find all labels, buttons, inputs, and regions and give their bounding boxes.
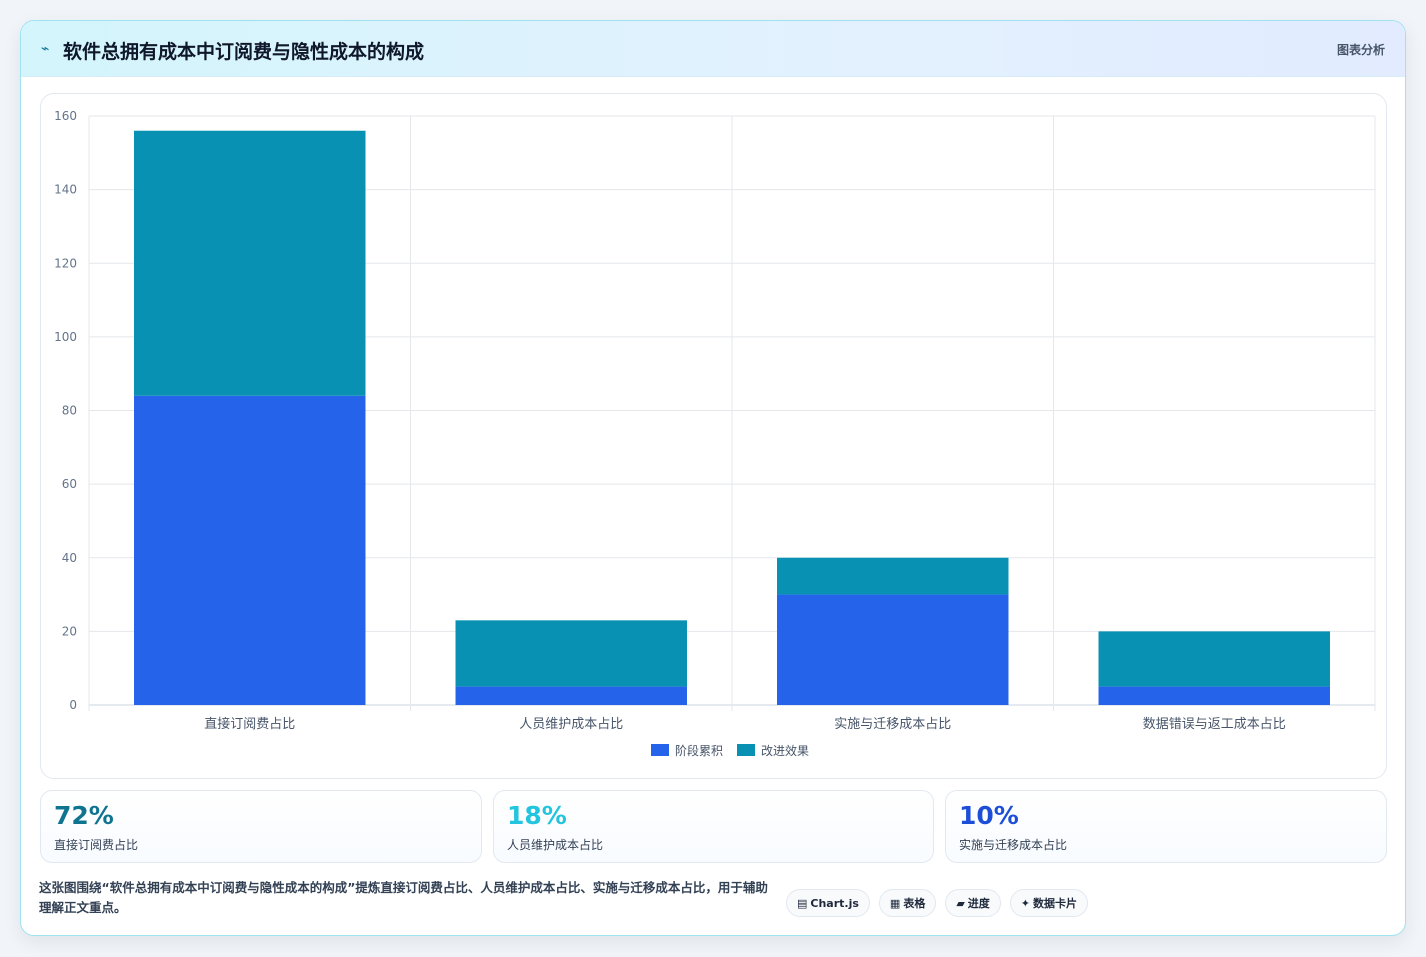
stat-label: 直接订阅费占比 — [54, 838, 139, 852]
bar-1-series-0 — [455, 686, 687, 705]
y-tick-label: 0 — [69, 698, 77, 712]
y-tick-label: 80 — [62, 404, 77, 418]
tag-chartjs[interactable]: ▤ Chart.js — [786, 889, 870, 917]
y-tick-label: 20 — [62, 624, 77, 638]
y-tick-label: 140 — [54, 183, 77, 197]
legend-label-0: 阶段累积 — [675, 743, 723, 758]
page-title: 软件总拥有成本中订阅费与隐性成本的构成 — [63, 41, 425, 63]
x-tick-label: 人员维护成本占比 — [519, 717, 623, 732]
x-tick-label: 直接订阅费占比 — [204, 716, 295, 732]
tag-label: 进度 — [967, 897, 990, 910]
stat-value: 18% — [507, 801, 567, 830]
bar-0-series-0 — [134, 395, 366, 705]
y-tick-label: 160 — [54, 109, 77, 123]
y-tick-label: 60 — [62, 477, 77, 491]
y-tick-label: 40 — [62, 551, 77, 565]
chart-description: 这张图围绕“软件总拥有成本中订阅费与隐性成本的构成”提炼直接订阅费占比、人员维护… — [39, 880, 768, 915]
stat-value: 10% — [959, 801, 1019, 830]
sparkle-icon: ✦ — [1020, 896, 1031, 910]
legend-label-1: 改进效果 — [761, 743, 809, 758]
tag-list: ▤ Chart.js ▦ 表格 ▰ 进度 ✦ 数据卡片 — [786, 889, 1089, 917]
x-tick-label: 数据错误与返工成本占比 — [1143, 717, 1286, 732]
tag-label: 数据卡片 — [1033, 897, 1078, 910]
stat-card-2: 10% 实施与迁移成本占比 — [945, 790, 1387, 863]
tag-data-card[interactable]: ✦ 数据卡片 — [1009, 889, 1089, 917]
chart-card: ⌁ 软件总拥有成本中订阅费与隐性成本的构成 图表分析 0 20 40 60 80 100 1… — [20, 20, 1406, 936]
chart-analysis-badge: 图表分析 — [1336, 43, 1385, 57]
bar-0-series-1 — [134, 130, 366, 396]
stacked-bar-chart: 0 20 40 60 80 100 120 140 160 直接订阅费占比 人员维护成本占比 实施与迁… — [54, 109, 1376, 758]
stat-card-0: 72% 直接订阅费占比 — [40, 790, 482, 863]
stat-label: 人员维护成本占比 — [507, 838, 604, 852]
stat-label: 实施与迁移成本占比 — [959, 838, 1068, 852]
chart-icon: ▤ — [797, 896, 808, 910]
chart-container: 0 20 40 60 80 100 120 140 160 直接订阅费占比 人员维护成本占比 实施与迁… — [40, 93, 1387, 779]
bar-3-series-0 — [1098, 686, 1330, 705]
bar-2-series-0 — [777, 594, 1009, 705]
x-tick-label: 实施与迁移成本占比 — [834, 717, 951, 732]
bar-3-series-1 — [1098, 631, 1330, 687]
progress-icon: ▰ — [956, 896, 965, 910]
tag-label: 表格 — [903, 897, 926, 910]
tag-progress[interactable]: ▰ 进度 — [945, 889, 1001, 917]
table-icon: ▦ — [889, 896, 901, 910]
y-tick-label: 120 — [54, 256, 77, 270]
stat-card-1: 18% 人员维护成本占比 — [493, 790, 934, 863]
chart-trend-icon: ⌁ — [41, 41, 50, 57]
bar-2-series-1 — [777, 557, 1009, 595]
tag-label: Chart.js — [810, 896, 859, 910]
stat-value: 72% — [54, 801, 114, 830]
tag-table[interactable]: ▦ 表格 — [878, 889, 937, 917]
card-header: ⌁ 软件总拥有成本中订阅费与隐性成本的构成 图表分析 — [21, 21, 1405, 77]
legend-swatch-1 — [737, 744, 755, 756]
legend-swatch-0 — [651, 744, 669, 756]
bar-1-series-1 — [455, 620, 687, 687]
y-tick-label: 100 — [54, 330, 77, 344]
